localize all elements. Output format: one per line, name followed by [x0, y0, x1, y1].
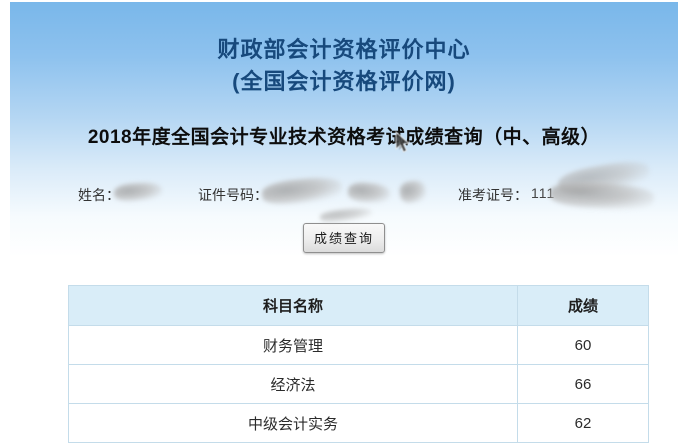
subject-cell: 财务管理 — [68, 325, 518, 365]
score-cell: 60 — [517, 325, 649, 365]
subject-column-header: 科目名称 — [68, 285, 518, 326]
id-redaction-smudge — [398, 179, 428, 205]
page-title: 2018年度全国会计专业技术资格考试成绩查询（中、高级） — [10, 122, 678, 153]
score-cell: 66 — [517, 364, 649, 404]
ticket-number-label: 准考证号： — [458, 187, 528, 203]
table-header-row: 科目名称 成绩 — [68, 285, 649, 326]
table-row: 中级会计实务 62 — [68, 403, 649, 443]
name-redaction-smudge — [113, 181, 163, 203]
score-query-button[interactable]: 成绩查询 — [302, 223, 385, 253]
ticket-number-value: 111 — [531, 185, 556, 201]
id-number-label: 证件号码： — [198, 187, 268, 203]
subject-cell: 经济法 — [68, 364, 518, 404]
score-cell: 62 — [517, 403, 649, 443]
query-form-row: 姓名： 证件号码： 准考证号： 111 — [10, 157, 678, 212]
site-title-line2: (全国会计资格评价网) — [232, 69, 456, 94]
table-row: 经济法 66 — [68, 364, 649, 404]
id-redaction-smudge — [260, 174, 344, 208]
table-row: 财务管理 60 — [68, 325, 649, 365]
ticket-redaction-smudge — [549, 180, 655, 212]
site-title-line1: 财政部会计资格评价中心 — [217, 37, 471, 62]
score-column-header: 成绩 — [517, 285, 649, 326]
score-results-table: 科目名称 成绩 财务管理 60 经济法 66 中级会计实务 62 — [68, 285, 649, 443]
page-title-text: 2018年度全国会计专业技术资格考试成绩查询（中、高级） — [87, 127, 601, 148]
subject-cell: 中级会计实务 — [68, 403, 518, 443]
id-redaction-smudge — [347, 181, 391, 205]
name-label: 姓名： — [78, 187, 120, 203]
query-button-row: 成绩查询 — [10, 206, 678, 253]
mouse-cursor-icon — [390, 130, 416, 156]
